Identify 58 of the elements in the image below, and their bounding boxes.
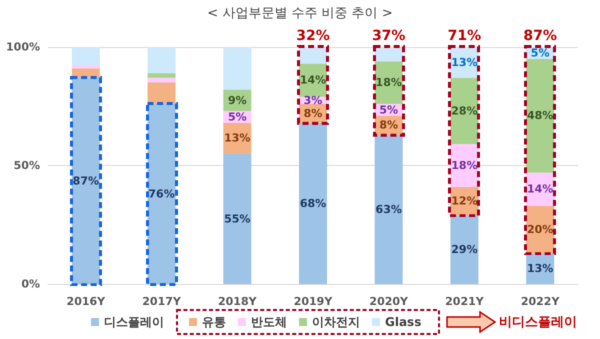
x-tick-label: 2020Y (369, 295, 410, 308)
x-tick-label: 2019Y (294, 295, 334, 308)
bar (299, 47, 327, 64)
x-tick-label: 2021Y (445, 295, 485, 308)
x-tick-label: 2016Y (66, 295, 106, 308)
data-label: 5% (379, 103, 398, 116)
y-tick-label: 0% (21, 278, 40, 290)
annotation: 87% (522, 28, 558, 44)
data-label: 13% (526, 262, 554, 276)
data-label: 12% (451, 194, 478, 208)
data-label: 8% (379, 118, 398, 132)
data-label: 20% (526, 222, 554, 236)
bar (526, 58, 554, 173)
data-label: 87% (72, 174, 100, 188)
chart-title: < 사업부문별 수주 비중 추이 > (207, 6, 393, 21)
y-tick-label: 50% (14, 159, 40, 172)
annotation: 32% (295, 28, 331, 44)
data-label: 48% (526, 109, 554, 122)
bar (72, 66, 100, 68)
data-label: 5% (530, 46, 550, 60)
text: 비디스플레이 (499, 314, 577, 331)
x-tick-label: 2018Y (218, 295, 258, 308)
bar (148, 73, 176, 78)
bar (148, 47, 176, 74)
bar (374, 134, 403, 284)
data-label: 14% (300, 74, 326, 87)
data-label: 18% (376, 76, 402, 90)
legend-label: 유통 (202, 315, 226, 329)
data-label: 13% (224, 132, 250, 145)
bar (223, 47, 252, 90)
data-label: 3% (304, 94, 322, 107)
bar (148, 82, 176, 104)
bar (223, 154, 252, 284)
x-tick-label: 2017Y (142, 295, 182, 308)
data-label: 76% (148, 187, 175, 200)
data-label: 28% (451, 104, 478, 118)
legend-label: 반도체 (251, 315, 287, 329)
data-label: 8% (304, 106, 322, 120)
data-label: 18% (451, 159, 478, 172)
legend-label: Glass (385, 315, 422, 329)
data-label: 14% (526, 182, 554, 196)
annotation: 37% (370, 28, 406, 44)
bar (72, 47, 100, 66)
data-label: 9% (228, 94, 247, 107)
data-label: 29% (451, 243, 478, 256)
bar (299, 122, 327, 284)
data-label: 55% (224, 212, 250, 226)
x-tick-label: 2022Y (520, 295, 560, 308)
data-label: 68% (300, 196, 326, 210)
bar (148, 78, 176, 83)
legend-label: 이차전지 (312, 315, 360, 329)
bar (450, 215, 478, 284)
legend-label: 디스플레이 (104, 315, 164, 329)
annotation: 71% (446, 28, 482, 44)
data-label: 63% (376, 202, 402, 216)
data-label: 13% (451, 56, 478, 69)
data-label: 5% (228, 110, 247, 124)
y-tick-label: 100% (6, 40, 40, 54)
